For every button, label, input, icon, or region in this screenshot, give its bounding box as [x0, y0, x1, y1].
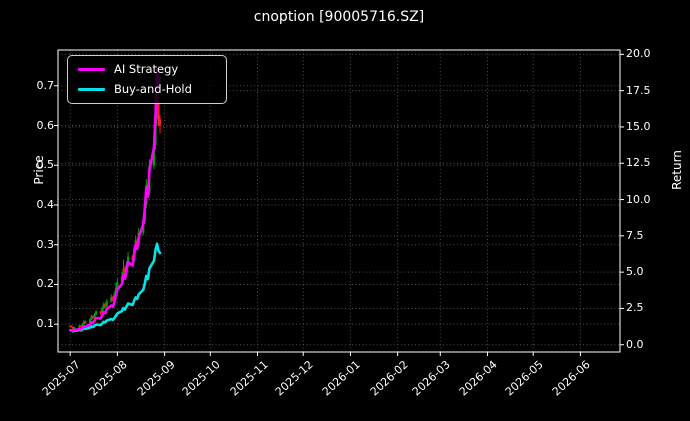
legend: AI Strategy Buy-and-Hold: [67, 55, 227, 104]
return-tick-label: 17.5: [626, 83, 651, 97]
price-tick-label: 0.4: [36, 197, 55, 211]
chart-title: cnoption [90005716.SZ]: [253, 9, 425, 25]
return-tick-label: 20.0: [626, 47, 651, 61]
return-tick-label: 5.0: [626, 265, 644, 279]
price-tick-label: 0.5: [36, 158, 55, 172]
return-tick-label: 12.5: [626, 156, 651, 170]
price-tick-label: 0.3: [36, 237, 55, 251]
return-axis-label: Return: [670, 150, 684, 190]
return-tick-label: 15.0: [626, 119, 651, 133]
return-tick-label: 0.0: [626, 337, 644, 351]
return-tick-label: 10.0: [626, 192, 651, 206]
legend-item-ai-strategy: AI Strategy: [78, 62, 216, 76]
price-tick-label: 0.1: [36, 317, 55, 331]
return-tick-label: 2.5: [626, 301, 644, 315]
return-tick-label: 7.5: [626, 228, 644, 242]
ai-strategy-line-swatch: [78, 67, 105, 71]
price-tick-label: 0.7: [36, 78, 55, 92]
legend-item-buy-and-hold: Buy-and-Hold: [78, 82, 216, 96]
buy-and-hold-line-swatch: [78, 87, 105, 91]
price-tick-label: 0.2: [36, 277, 55, 291]
legend-label: Buy-and-Hold: [114, 82, 192, 96]
price-tick-label: 0.6: [36, 118, 55, 132]
legend-label: AI Strategy: [114, 62, 179, 76]
